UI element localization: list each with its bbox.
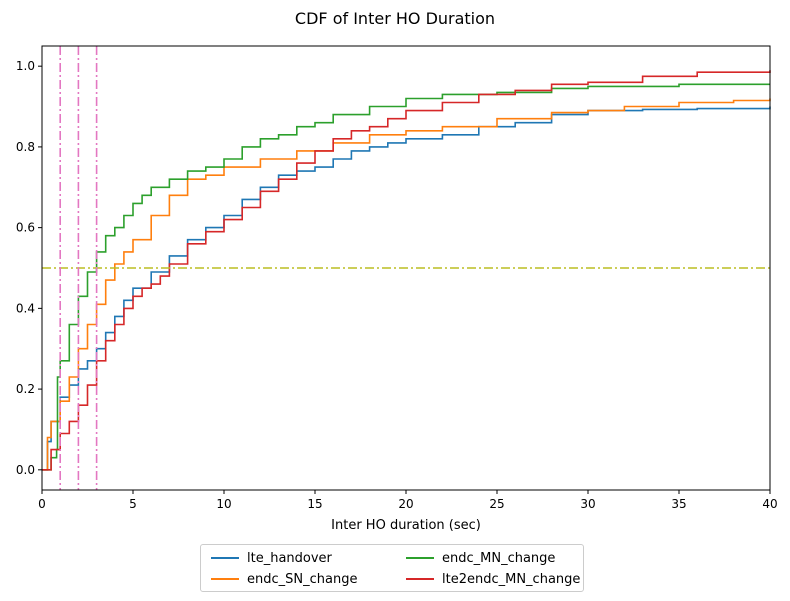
legend-label-lte-handover: lte_handover bbox=[247, 550, 332, 566]
legend-label-endc-sn-change: endc_SN_change bbox=[247, 571, 358, 587]
x-tick-label-4: 20 bbox=[398, 497, 413, 511]
legend-swatch-endc-sn-change bbox=[211, 578, 239, 580]
x-tick-label-0: 0 bbox=[38, 497, 46, 511]
legend-entry-endc-mn-change: endc_MN_change bbox=[406, 550, 555, 566]
legend: lte_handover endc_MN_change endc_SN_chan… bbox=[200, 544, 584, 592]
x-tick-label-3: 15 bbox=[307, 497, 322, 511]
x-tick-label-6: 30 bbox=[580, 497, 595, 511]
series-line-endc-mn-change bbox=[42, 83, 770, 471]
legend-swatch-lte2endc-mn-change bbox=[406, 578, 434, 580]
chart-title: CDF of Inter HO Duration bbox=[295, 9, 495, 28]
x-tick-label-7: 35 bbox=[671, 497, 686, 511]
y-tick-label-4: 0.8 bbox=[16, 140, 35, 154]
series-line-lte-handover bbox=[42, 106, 771, 471]
y-tick-label-0: 0.0 bbox=[16, 463, 35, 477]
y-tick-label-1: 0.2 bbox=[16, 382, 35, 396]
legend-swatch-endc-mn-change bbox=[406, 557, 434, 559]
plot-area: 0 5 10 15 20 25 30 35 40 0.0 0.2 0.4 0.6 0.8 1.0 bbox=[16, 45, 778, 511]
series-line-lte2endc-mn-change bbox=[42, 70, 771, 471]
y-tick-label-2: 0.4 bbox=[16, 301, 35, 315]
y-tick-label-5: 1.0 bbox=[16, 59, 35, 73]
x-tick-label-5: 25 bbox=[489, 497, 504, 511]
legend-entry-endc-sn-change: endc_SN_change bbox=[211, 571, 357, 587]
x-tick-label-8: 40 bbox=[762, 497, 777, 511]
x-axis-label: Inter HO duration (sec) bbox=[331, 518, 481, 533]
legend-swatch-lte-handover bbox=[211, 557, 239, 559]
x-tick-label-1: 5 bbox=[129, 497, 137, 511]
legend-label-endc-mn-change: endc_MN_change bbox=[442, 550, 556, 566]
legend-entry-lte-handover: lte_handover bbox=[211, 550, 332, 566]
legend-label-lte2endc-mn-change: lte2endc_MN_change bbox=[442, 571, 581, 587]
x-tick-label-2: 10 bbox=[216, 497, 231, 511]
y-tick-label-3: 0.6 bbox=[16, 221, 35, 235]
legend-entry-lte2endc-mn-change: lte2endc_MN_change bbox=[406, 571, 580, 587]
